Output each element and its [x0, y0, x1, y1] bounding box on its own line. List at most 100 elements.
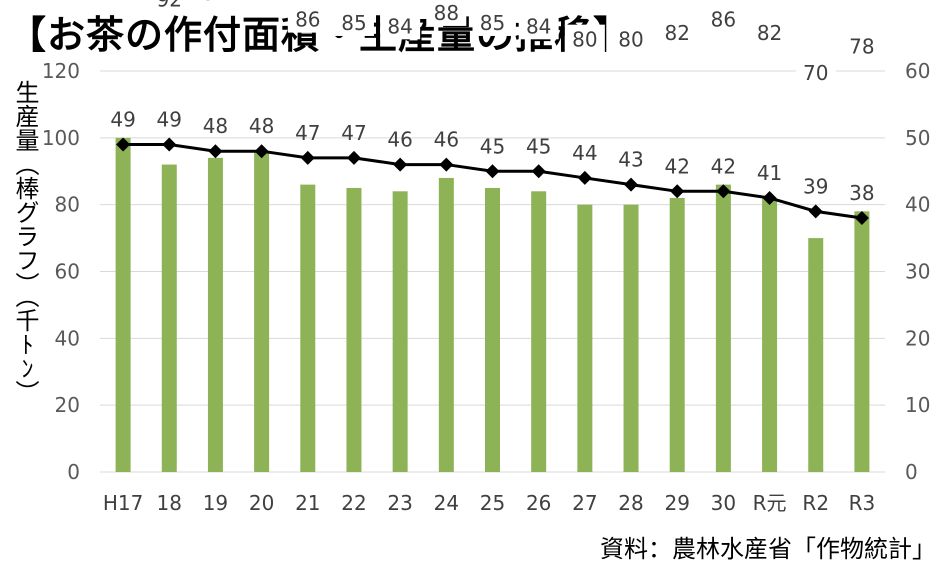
line-data-label: 46 [434, 128, 459, 152]
bar [808, 238, 824, 472]
x-tick-label: 18 [157, 491, 182, 515]
bar [531, 191, 547, 473]
y-left-tick-label: 0 [67, 460, 80, 484]
line-point [762, 190, 777, 205]
bar-label-bg [749, 17, 790, 46]
line-point [393, 157, 408, 172]
bar-data-label: 78 [849, 34, 874, 58]
line-point [116, 137, 131, 152]
line-point [162, 137, 177, 152]
y-right-tick-label: 30 [905, 260, 930, 284]
y-left-tick-label: 120 [42, 59, 80, 83]
chart: 0204060801001200102030405060100929496868… [42, 0, 930, 515]
bar-data-label: 80 [572, 28, 597, 52]
line-data-label: 45 [480, 134, 505, 158]
line-data-label: 48 [249, 114, 274, 138]
line-point [439, 157, 454, 172]
line-data-label: 42 [711, 154, 736, 178]
line-data-label: 43 [618, 148, 643, 172]
bar-label-bg [518, 11, 559, 40]
bar-label-bg [333, 7, 374, 36]
y-right-tick-label: 10 [905, 393, 930, 417]
bar-data-label: 85 [480, 11, 505, 35]
line-point [300, 150, 315, 165]
bar [577, 204, 593, 472]
bar-label-bg [195, 0, 236, 6]
bar [669, 197, 685, 472]
bar [854, 211, 870, 472]
x-tick-label: 29 [664, 491, 689, 515]
bar-label-bg [841, 31, 882, 60]
bar-data-label: 70 [803, 61, 828, 85]
x-tick-label: 27 [572, 491, 597, 515]
x-tick-label: 20 [249, 491, 274, 515]
bar-data-label: 86 [711, 8, 736, 32]
x-tick-label: 19 [203, 491, 228, 515]
x-tick-label: 26 [526, 491, 551, 515]
bar-data-label: 92 [157, 0, 182, 12]
bar [207, 157, 223, 472]
bar-label-bg [380, 11, 421, 40]
line-point [716, 184, 731, 199]
bar-data-label: 85 [341, 11, 366, 35]
bar-data-label: 94 [203, 0, 228, 5]
line-point [670, 184, 685, 199]
line-data-label: 44 [572, 141, 597, 165]
bar-data-label: 86 [295, 8, 320, 32]
line-point [254, 144, 269, 159]
bar-label-bg [795, 58, 836, 87]
x-tick-label: 21 [295, 491, 320, 515]
bar-label-bg [287, 4, 328, 33]
bar-label-bg [149, 0, 190, 13]
x-tick-label: R元 [753, 491, 787, 515]
bar-data-label: 82 [757, 21, 782, 45]
line-data-label: 42 [664, 154, 689, 178]
bar [438, 177, 454, 472]
bar-label-bg [703, 4, 744, 33]
bar-label-bg [657, 17, 698, 46]
x-tick-label: H17 [103, 491, 144, 515]
y-left-tick-label: 20 [55, 393, 80, 417]
bar [623, 204, 639, 472]
line-data-label: 38 [849, 181, 874, 205]
x-tick-label: R2 [802, 491, 829, 515]
bar [485, 187, 500, 473]
x-tick-label: 30 [711, 491, 736, 515]
line-point [808, 204, 823, 219]
y-left-tick-label: 40 [55, 326, 80, 350]
y-left-tick-label: 80 [55, 193, 80, 217]
y-left-tick-label: 60 [55, 260, 80, 284]
line-data-label: 46 [387, 128, 412, 152]
line-data-label: 39 [803, 174, 828, 198]
bar [300, 184, 316, 472]
bar [115, 137, 131, 473]
bar-label-bg [564, 24, 605, 53]
bar-label-bg [472, 7, 513, 36]
x-tick-label: 22 [341, 491, 366, 515]
bar [762, 197, 778, 472]
bar [346, 187, 362, 473]
bar [715, 184, 731, 472]
y-left-tick-label: 100 [42, 126, 80, 150]
x-tick-label: 25 [480, 491, 505, 515]
line-data-label: 47 [295, 121, 320, 145]
line-data-label: 49 [157, 108, 182, 132]
line-point [531, 164, 546, 179]
line-point [346, 150, 361, 165]
y-right-tick-label: 20 [905, 326, 930, 350]
x-tick-label: 28 [618, 491, 643, 515]
y-right-tick-label: 40 [905, 193, 930, 217]
y-right-tick-label: 0 [905, 460, 918, 484]
bar-data-label: 84 [387, 14, 412, 38]
x-tick-label: 24 [434, 491, 459, 515]
bar [254, 151, 270, 472]
bar-data-label: 80 [618, 28, 643, 52]
line-point [577, 170, 592, 185]
y-right-tick-label: 60 [905, 59, 930, 83]
line-point [208, 144, 223, 159]
line-data-label: 47 [341, 121, 366, 145]
source-note: 資料：農林水産省「作物統計」 [600, 535, 936, 563]
bar-data-label: 84 [526, 14, 551, 38]
bar-data-label: 88 [434, 1, 459, 25]
bar [161, 164, 177, 473]
